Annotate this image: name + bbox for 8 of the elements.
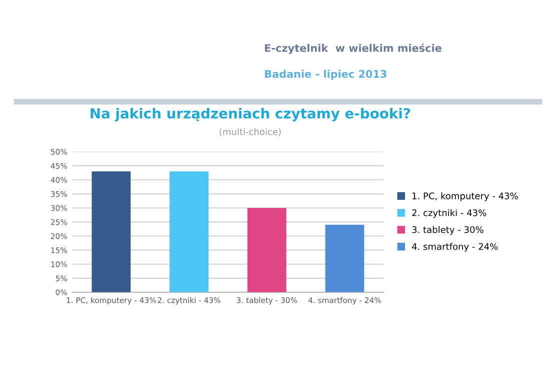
chart-title: Na jakich urządzeniach czytamy e-booki? <box>90 108 410 122</box>
chart-subtitle: (multi-choice) <box>220 128 281 136</box>
legend-label: 3. tablety - 30% <box>412 226 484 235</box>
text: Badanie - lipiec 2013 <box>265 70 386 80</box>
legend-label: 4. smartfony - 24% <box>412 242 498 252</box>
text: E-czytelnik w wielkim mieście <box>265 43 442 54</box>
legend-label: 2. czytniki - 43% <box>412 209 486 218</box>
legend-label: 1. PC, komputery - 43% <box>412 192 518 202</box>
